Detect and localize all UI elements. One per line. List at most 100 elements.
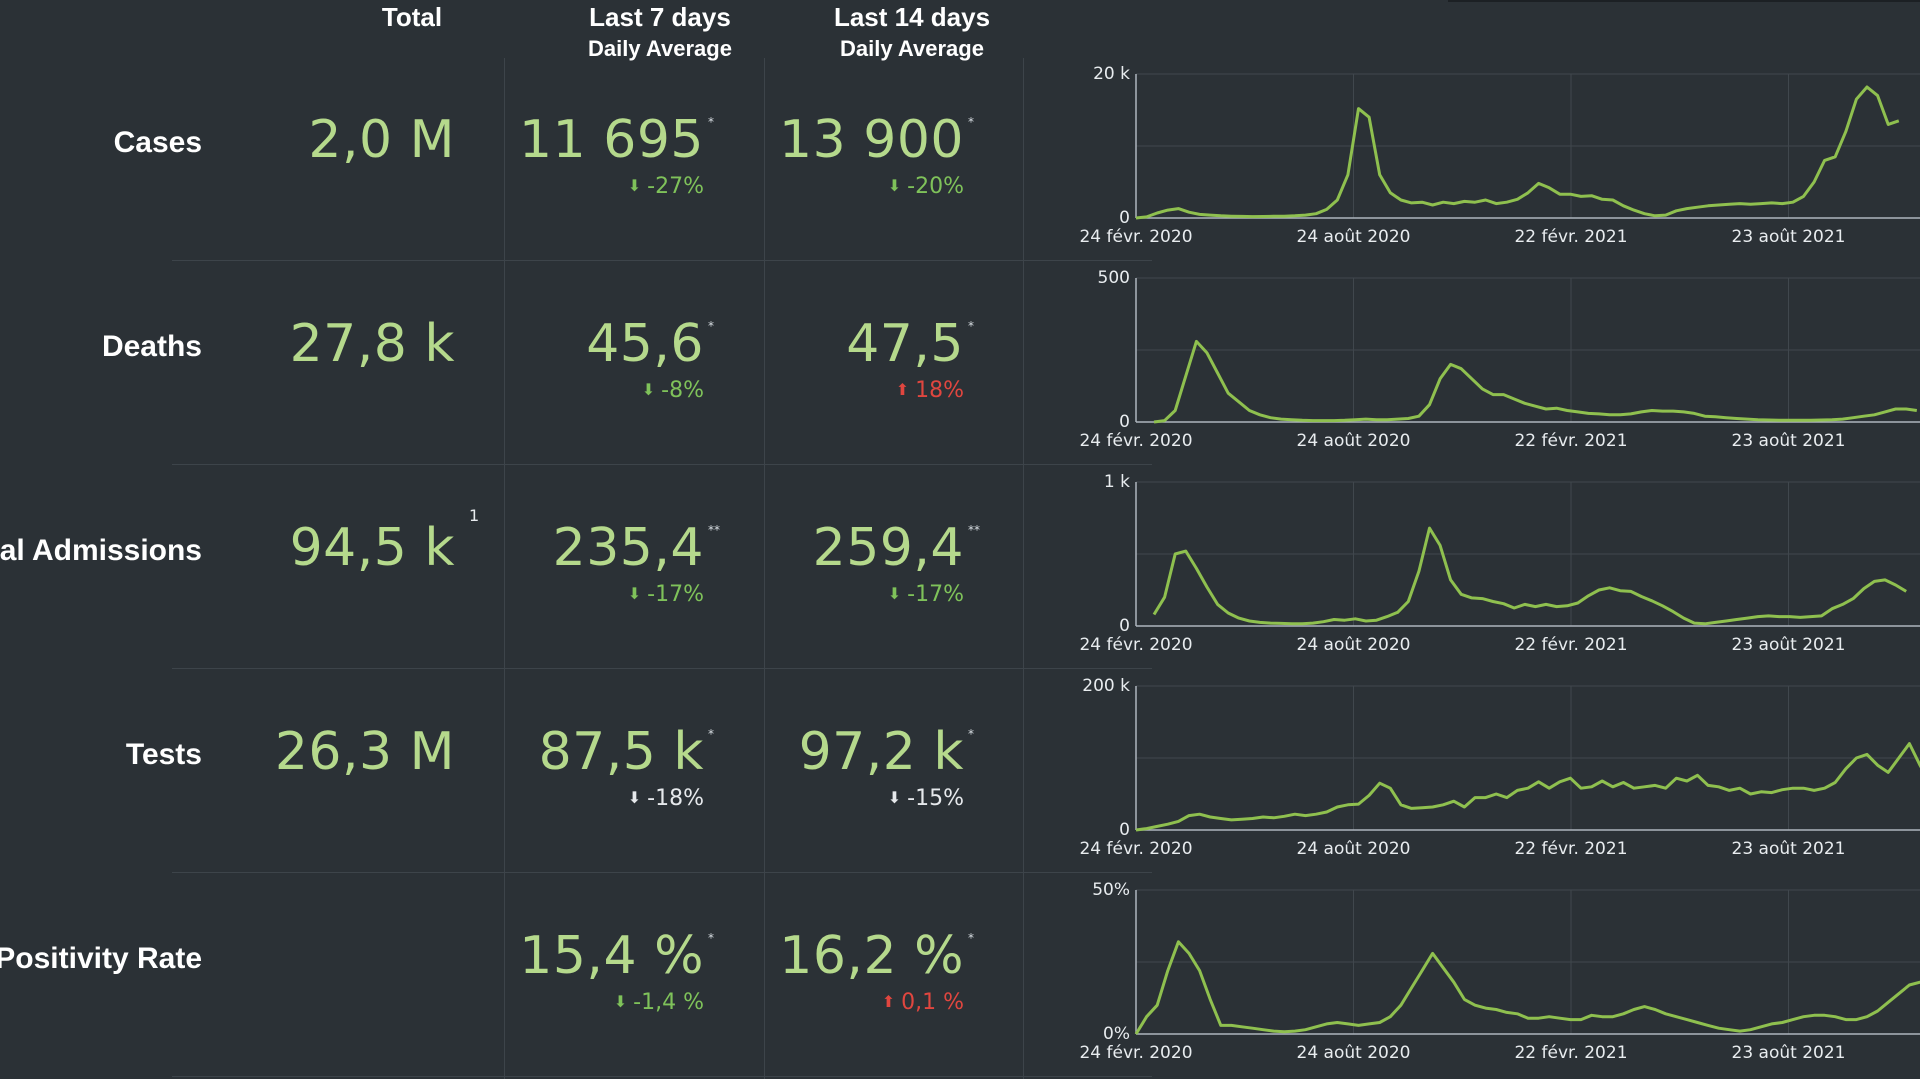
column-divider [1023, 58, 1024, 1079]
x-tick-label: 24 août 2020 [1297, 227, 1411, 247]
series-line [1134, 940, 1920, 1035]
total-value: 94,5 k [289, 518, 455, 578]
metric-row-deaths: Deaths 27,8 k 45,6 * ⬇ -8% 47,5 * ⬆ 18% [0, 262, 1920, 464]
arrow-down-icon: ⬇ [627, 584, 642, 603]
series-line [1135, 742, 1920, 832]
last7-change: ⬇ -27% [627, 174, 704, 199]
x-tick-label: 22 févr. 2021 [1514, 227, 1627, 247]
x-tick-label: 23 août 2021 [1732, 1043, 1846, 1063]
row-label: Tests [125, 738, 202, 771]
last14-change: ⬇ -15% [887, 786, 964, 811]
last7-value: 15,4 % [519, 926, 704, 986]
last7-footnote-mark: * [708, 931, 714, 945]
y-tick-label: 50% [1092, 880, 1130, 900]
y-tick-label: 200 k [1082, 676, 1130, 696]
row-divider [172, 872, 1152, 873]
column-divider [504, 58, 505, 1079]
header-last7-sub: Daily Average [588, 36, 732, 61]
x-tick-label: 23 août 2021 [1732, 839, 1846, 859]
last14-footnote-mark: * [968, 931, 974, 945]
series-line [1153, 339, 1918, 424]
last7-footnote-mark: * [708, 319, 714, 333]
metric-row-tests: Tests 26,3 M 87,5 k * ⬇ -18% 97,2 k * ⬇ -1… [0, 670, 1920, 872]
chart-positivity-rate: 24 févr. 2020 24 août 2020 22 févr. 2021 23… [1079, 880, 1920, 1063]
last14-value: 97,2 k [798, 722, 964, 782]
y-tick-label: 0% [1103, 1024, 1130, 1044]
x-tick-label: 24 août 2020 [1297, 839, 1411, 859]
header-total: Total [381, 2, 443, 32]
row-divider [172, 1076, 1152, 1077]
x-tick-label: 22 févr. 2021 [1514, 431, 1627, 451]
x-tick-label: 22 févr. 2021 [1514, 1043, 1627, 1063]
metric-row-positivity-rate: Positivity Rate 15,4 % * ⬇ -1,4 % 16,2 % … [0, 874, 1920, 1076]
column-divider [764, 58, 765, 1079]
arrow-down-icon: ⬇ [887, 788, 902, 807]
last14-change: ⬇ -17% [887, 582, 964, 607]
top-right-bar [1448, 0, 1920, 2]
arrow-down-icon: ⬇ [641, 380, 656, 399]
last14-value: 259,4 [812, 518, 964, 578]
arrow-down-icon: ⬇ [887, 176, 902, 195]
x-tick-label: 24 févr. 2020 [1079, 431, 1192, 451]
x-tick-label: 24 févr. 2020 [1079, 1043, 1192, 1063]
last14-footnote-mark: * [968, 319, 974, 333]
last14-value: 47,5 [846, 314, 964, 374]
arrow-up-icon: ⬆ [895, 380, 910, 399]
y-tick-label: 500 [1098, 268, 1130, 288]
total-value: 27,8 k [289, 314, 455, 374]
last14-footnote-mark: * [968, 115, 974, 129]
y-tick-label: 0 [1119, 208, 1130, 228]
chart-tests: 24 févr. 2020 24 août 2020 22 févr. 2021 23… [1079, 676, 1920, 859]
y-tick-label: 20 k [1093, 64, 1130, 84]
chart-cases: 24 févr. 2020 24 août 2020 22 févr. 2021 23… [1079, 64, 1920, 247]
arrow-down-icon: ⬇ [627, 176, 642, 195]
header-last7: Last 7 days [589, 2, 731, 32]
x-tick-label: 22 févr. 2021 [1514, 635, 1627, 655]
chart-hospital-admissions: 24 févr. 2020 24 août 2020 22 févr. 2021 23… [1079, 472, 1920, 655]
x-tick-label: 24 févr. 2020 [1079, 227, 1192, 247]
total-value: 26,3 M [274, 722, 455, 782]
x-tick-label: 23 août 2021 [1732, 431, 1846, 451]
x-tick-label: 24 août 2020 [1297, 431, 1411, 451]
last14-footnote-mark: ** [968, 523, 980, 537]
x-tick-label: 22 févr. 2021 [1514, 839, 1627, 859]
x-tick-label: 24 févr. 2020 [1079, 839, 1192, 859]
row-divider [172, 464, 1152, 465]
last14-footnote-mark: * [968, 727, 974, 741]
last7-change: ⬇ -18% [627, 786, 704, 811]
arrow-down-icon: ⬇ [627, 788, 642, 807]
last14-change: ⬇ -20% [887, 174, 964, 199]
last7-value: 11 695 [519, 110, 704, 170]
total-footnote-number: 1 [469, 506, 480, 525]
row-divider [172, 668, 1152, 669]
row-label: Deaths [101, 330, 202, 363]
series-line [1135, 85, 1900, 220]
last7-value: 235,4 [552, 518, 704, 578]
x-tick-label: 24 août 2020 [1297, 1043, 1411, 1063]
last7-value: 87,5 k [538, 722, 704, 782]
y-tick-label: 0 [1119, 412, 1130, 432]
row-label: ital Admissions [0, 534, 202, 567]
last7-change: ⬇ -8% [641, 378, 704, 403]
y-tick-label: 0 [1119, 616, 1130, 636]
row-label: Cases [113, 126, 202, 159]
x-tick-label: 24 août 2020 [1297, 635, 1411, 655]
last14-value: 13 900 [779, 110, 964, 170]
metric-row-hospital-admissions: ital Admissions 94,5 k 1 235,4 ** ⬇ -17% … [0, 466, 1920, 668]
arrow-down-icon: ⬇ [887, 584, 902, 603]
last7-value: 45,6 [586, 314, 704, 374]
header-last14: Last 14 days [833, 2, 991, 32]
last14-change: ⬆ 0,1 % [881, 990, 964, 1015]
y-tick-label: 1 k [1104, 472, 1130, 492]
header-last14-sub: Daily Average [840, 36, 984, 61]
y-tick-label: 0 [1119, 820, 1130, 840]
chart-deaths: 24 févr. 2020 24 août 2020 22 févr. 2021 23… [1079, 268, 1920, 451]
last7-footnote-mark: * [708, 727, 714, 741]
x-tick-label: 23 août 2021 [1732, 635, 1846, 655]
arrow-up-icon: ⬆ [881, 992, 896, 1011]
x-tick-label: 24 févr. 2020 [1079, 635, 1192, 655]
last14-value: 16,2 % [779, 926, 964, 986]
last14-change: ⬆ 18% [895, 378, 964, 403]
x-tick-label: 23 août 2021 [1732, 227, 1846, 247]
total-value: 2,0 M [308, 110, 455, 170]
